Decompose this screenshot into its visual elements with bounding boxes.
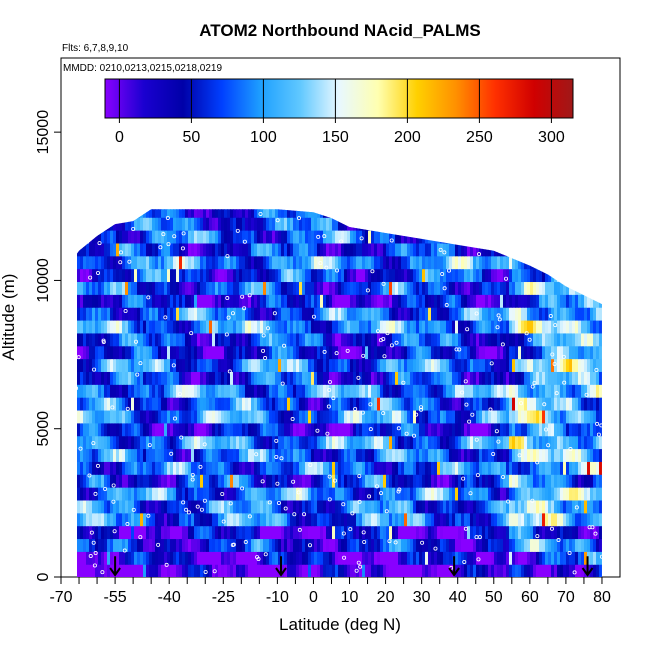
x-tick-label: 40 [449, 589, 467, 606]
colorbar-ticks: 0 50 100 150 200 250 300 [115, 79, 565, 146]
x-tick-label: 60 [521, 589, 539, 606]
x-axis-label: Latitude (deg N) [279, 615, 401, 634]
y-tick-label: 15000 [35, 110, 52, 155]
flight-arrow-head [275, 567, 287, 577]
x-tick-label: 70 [557, 589, 575, 606]
x-tick-label: -40 [158, 589, 181, 606]
x-tick-label: -10 [266, 589, 289, 606]
x-tick-label: -25 [212, 589, 235, 606]
colorbar-tick-label: 300 [538, 129, 565, 146]
flight-arrows [109, 556, 594, 577]
colorbar-tick-label: 150 [322, 129, 349, 146]
x-axis: -70 -55 -40 -25 -10 0 10 20 30 40 50 60 70 80 [49, 577, 611, 606]
x-tick-label: 10 [341, 589, 359, 606]
colorbar-tick-label: 50 [183, 129, 201, 146]
x-tick-label: 0 [309, 589, 318, 606]
x-tick-label: -55 [104, 589, 127, 606]
flights-label: Flts: 6,7,8,9,10 [62, 43, 129, 54]
x-tick-label: 20 [377, 589, 395, 606]
y-axis: 0 5000 10000 15000 [35, 110, 61, 581]
colorbar-bar [104, 78, 574, 119]
x-tick-label: 80 [593, 589, 611, 606]
colorbar-tick-label: 0 [115, 129, 124, 146]
chart-title: ATOM2 Northbound NAcid_PALMS [199, 21, 480, 40]
x-tick-label: 30 [413, 589, 431, 606]
dates-label: MMDD: 0210,0213,0215,0218,0219 [63, 63, 222, 74]
flight-arrow-head [581, 567, 594, 577]
y-tick-label: 0 [35, 572, 52, 581]
colorbar-tick-label: 200 [394, 129, 421, 146]
flight-arrow-head [448, 567, 460, 577]
x-tick-label: 50 [485, 589, 503, 606]
y-axis-label: Altitude (m) [0, 274, 18, 361]
x-tick-label: -70 [49, 589, 72, 606]
colorbar-tick-label: 250 [466, 129, 493, 146]
flight-arrow-head [109, 567, 121, 577]
curtain-plot [77, 209, 602, 577]
y-tick-label: 5000 [35, 411, 52, 447]
y-tick-label: 10000 [35, 258, 52, 303]
sample-points [67, 211, 604, 575]
colorbar-tick-label: 100 [250, 129, 277, 146]
colorbar: 0 50 100 150 200 250 300 [104, 78, 574, 146]
